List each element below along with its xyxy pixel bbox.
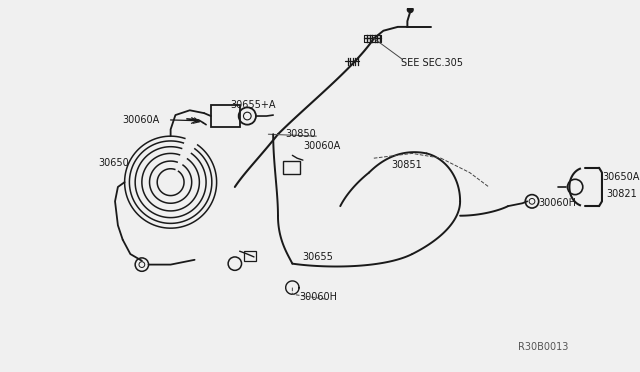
Text: 30850: 30850: [285, 129, 316, 139]
Text: 30650A: 30650A: [602, 172, 639, 182]
Bar: [211, 106, 239, 126]
Text: 30060A: 30060A: [303, 141, 340, 151]
Text: 30060H: 30060H: [539, 198, 577, 208]
Text: 30650: 30650: [99, 158, 129, 168]
Text: 30821: 30821: [607, 189, 637, 199]
Text: 30060H: 30060H: [299, 292, 337, 302]
Bar: [283, 161, 300, 174]
Text: SEE SEC.305: SEE SEC.305: [401, 58, 463, 68]
Bar: [244, 251, 256, 261]
Text: 30851: 30851: [391, 160, 422, 170]
Text: 30655: 30655: [302, 252, 333, 262]
Text: R30B0013: R30B0013: [518, 342, 568, 352]
Text: 30060A: 30060A: [123, 115, 160, 125]
Circle shape: [408, 7, 413, 13]
Text: 30655+A: 30655+A: [230, 100, 276, 110]
